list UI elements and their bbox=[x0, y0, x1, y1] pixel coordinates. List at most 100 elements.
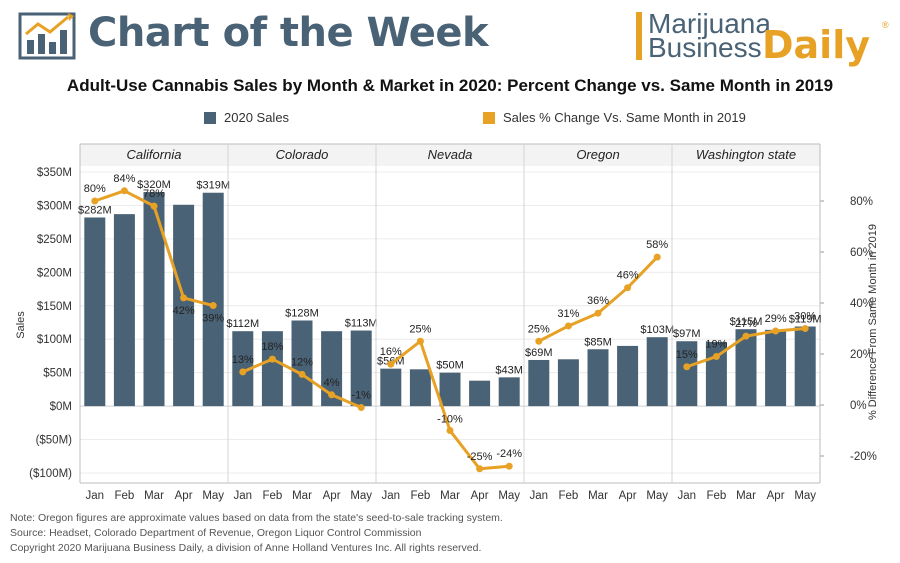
x-tick-label: Apr bbox=[767, 490, 785, 502]
sales-data-label: $113M bbox=[345, 318, 378, 330]
chart-title: Adult-Use Cannabis Sales by Month & Mark… bbox=[66, 76, 834, 95]
pct-data-label: 25% bbox=[528, 323, 550, 335]
pct-point bbox=[476, 465, 484, 473]
logo-registered-mark: ® bbox=[882, 20, 889, 30]
sales-data-label: $112M bbox=[226, 318, 259, 330]
bar-washington-state-may bbox=[794, 326, 816, 407]
pct-data-label: 19% bbox=[705, 339, 727, 351]
sales-data-label: $282M bbox=[78, 204, 112, 216]
x-tick-label: Feb bbox=[114, 490, 134, 502]
pct-data-label: 12% bbox=[291, 356, 313, 368]
bar-colorado-may bbox=[350, 330, 372, 407]
pct-point bbox=[653, 253, 661, 261]
pct-point bbox=[742, 332, 750, 340]
panel-label-3: Oregon bbox=[576, 147, 619, 162]
y2-tick-label: 60% bbox=[850, 247, 873, 259]
x-tick-label: Mar bbox=[144, 490, 164, 502]
x-tick-label: Jan bbox=[530, 490, 549, 502]
legend: 2020 Sales Sales % Change Vs. Same Month… bbox=[0, 110, 900, 130]
y-tick-label: ($100M) bbox=[29, 468, 72, 480]
pct-data-label: 29% bbox=[765, 313, 787, 325]
pct-point bbox=[801, 325, 809, 332]
footer-source: Source: Headset, Colorado Department of … bbox=[10, 527, 422, 539]
pct-data-label: 27% bbox=[735, 318, 757, 330]
y2-tick-label: 20% bbox=[850, 349, 873, 361]
footer-note: Note: Oregon figures are approximate val… bbox=[10, 512, 503, 524]
pct-point bbox=[120, 187, 128, 195]
x-tick-label: Apr bbox=[619, 490, 637, 502]
brand-title: Chart of the Week bbox=[88, 10, 489, 56]
legend-label-pct: Sales % Change Vs. Same Month in 2019 bbox=[503, 110, 746, 125]
bar-colorado-apr bbox=[321, 331, 343, 407]
y-tick-label: $250M bbox=[37, 234, 72, 246]
pct-data-label: 42% bbox=[173, 305, 195, 317]
pct-data-label: 16% bbox=[380, 346, 402, 358]
pct-point bbox=[772, 327, 780, 335]
sales-data-label: $85M bbox=[584, 336, 612, 348]
x-tick-label: May bbox=[646, 490, 668, 502]
bar-oregon-apr bbox=[617, 345, 639, 407]
bar-nevada-mar bbox=[439, 372, 461, 407]
y2-tick-label: 80% bbox=[850, 196, 873, 208]
logo: Marijuana Business Daily ® bbox=[636, 8, 891, 68]
bar-oregon-jan bbox=[528, 359, 550, 407]
header: Chart of the Week Marijuana Business Dai… bbox=[0, 0, 900, 70]
x-tick-label: Mar bbox=[736, 490, 756, 502]
y-tick-label: $350M bbox=[37, 167, 72, 179]
pct-data-label: 13% bbox=[232, 354, 254, 366]
x-tick-label: May bbox=[350, 490, 372, 502]
bar-nevada-jan bbox=[380, 368, 402, 407]
logo-word-business: Business bbox=[648, 32, 762, 63]
pct-point bbox=[712, 353, 720, 361]
y2-tick-label: 0% bbox=[850, 400, 867, 412]
panel-label-0: California bbox=[127, 147, 182, 162]
bar-washington-state-jan bbox=[676, 341, 698, 407]
logo-accent-bar bbox=[636, 12, 642, 60]
x-tick-label: Mar bbox=[440, 490, 460, 502]
x-tick-label: Jan bbox=[382, 490, 401, 502]
x-tick-label: Jan bbox=[86, 490, 105, 502]
x-tick-label: Feb bbox=[410, 490, 430, 502]
y2-tick-label: -20% bbox=[850, 451, 877, 463]
pct-point bbox=[387, 360, 395, 368]
bar-california-may bbox=[202, 192, 224, 407]
footer-copyright: Copyright 2020 Marijuana Business Daily,… bbox=[10, 542, 482, 554]
y-tick-label: $100M bbox=[37, 334, 72, 346]
pct-point bbox=[416, 337, 424, 345]
pct-point bbox=[594, 309, 602, 317]
pct-point bbox=[209, 302, 217, 310]
y-tick-label: $50M bbox=[43, 368, 72, 380]
logo-word-daily: Daily bbox=[762, 23, 871, 67]
panel-header-bg bbox=[80, 144, 820, 166]
y2-tick-label: 40% bbox=[850, 298, 873, 310]
pct-point bbox=[180, 294, 188, 302]
bar-oregon-feb bbox=[557, 359, 579, 407]
y-tick-label: $200M bbox=[37, 267, 72, 279]
y2-axis-title: % Difference From Same Month in 2019 bbox=[867, 224, 879, 420]
sales-data-label: $69M bbox=[525, 347, 553, 359]
x-tick-label: Jan bbox=[678, 490, 697, 502]
panel-label-4: Washington state bbox=[696, 147, 796, 162]
pct-point bbox=[624, 284, 632, 292]
pct-data-label: 78% bbox=[143, 188, 165, 200]
panel-label-1: Colorado bbox=[276, 147, 329, 162]
y-tick-label: ($50M) bbox=[36, 435, 73, 447]
pct-data-label: 46% bbox=[617, 270, 639, 282]
pct-point bbox=[564, 322, 572, 330]
x-tick-label: May bbox=[794, 490, 816, 502]
pct-point bbox=[328, 391, 336, 399]
pct-data-label: 4% bbox=[324, 377, 340, 389]
x-tick-label: Feb bbox=[558, 490, 578, 502]
pct-data-label: 18% bbox=[261, 341, 283, 353]
bar-oregon-may bbox=[646, 337, 668, 407]
y-tick-label: $300M bbox=[37, 200, 72, 212]
pct-point bbox=[239, 368, 247, 376]
pct-data-label: -25% bbox=[467, 451, 493, 463]
pct-data-label: 36% bbox=[587, 295, 609, 307]
bar-nevada-apr bbox=[469, 380, 491, 407]
sales-data-label: $97M bbox=[673, 328, 701, 340]
x-tick-label: Feb bbox=[706, 490, 726, 502]
sales-data-label: $119M bbox=[789, 314, 822, 326]
pct-data-label: 58% bbox=[646, 239, 668, 251]
bar-colorado-feb bbox=[261, 331, 283, 407]
